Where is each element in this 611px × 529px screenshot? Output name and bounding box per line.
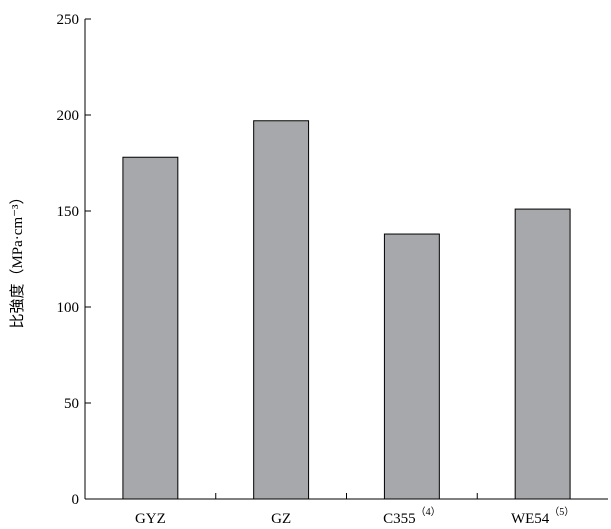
bar-we54 <box>514 208 571 500</box>
y-tick-label: 50 <box>64 396 79 412</box>
x-tick-label: WE54（5） <box>511 506 574 527</box>
y-tick-label: 0 <box>72 492 80 508</box>
bars <box>122 120 571 500</box>
bar-gyz <box>122 156 179 500</box>
y-tick-label: 100 <box>57 300 80 316</box>
bar-c355 <box>383 233 440 500</box>
y-tick-label: 200 <box>57 108 80 124</box>
y-tick-label: 250 <box>57 12 80 28</box>
x-tick-label: C355（4） <box>383 506 441 527</box>
y-axis-ticks: 0 50 100 150 200 250 <box>57 12 91 508</box>
x-tick-label: GZ <box>271 511 291 527</box>
x-tick-label-superscript: （5） <box>549 506 574 518</box>
x-tick-label-text: GZ <box>271 511 291 527</box>
x-tick-label-text: WE54 <box>511 511 550 527</box>
x-axis-labels: GYZ GZ C355（4） WE54（5） <box>135 493 574 527</box>
x-tick-label-superscript: （4） <box>416 506 441 518</box>
x-tick-label-text: C355 <box>383 511 416 527</box>
x-tick-label-text: GYZ <box>135 511 166 527</box>
bar-gz <box>253 120 310 500</box>
x-tick-label: GYZ <box>135 511 166 527</box>
y-axis-label: 比強度（MPa·cm⁻³） <box>9 189 26 328</box>
y-tick-label: 150 <box>57 204 80 220</box>
